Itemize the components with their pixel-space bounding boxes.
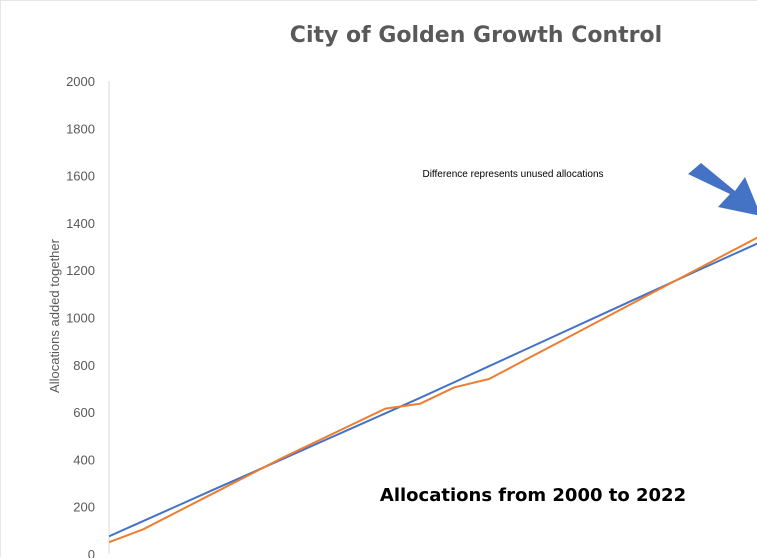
y-tick-label: 1000: [66, 311, 95, 326]
y-axis-label: Allocations added together: [47, 238, 62, 393]
series-layer: [109, 236, 757, 544]
y-tick-label: 400: [73, 452, 95, 467]
y-tick-label: 0: [88, 547, 95, 558]
chart-title: City of Golden Growth Control: [290, 23, 662, 48]
y-tick-label: 1200: [66, 263, 95, 278]
series-line-2: [109, 236, 757, 544]
y-tick-labels: 0 200 400 600 800 1000 1200 1400 1600 1800 2000: [66, 74, 95, 558]
arrow-icon: [688, 163, 757, 216]
y-tick-label: 200: [73, 500, 95, 515]
y-tick-label: 600: [73, 405, 95, 420]
range-annotation: Allocations from 2000 to 2022: [380, 485, 686, 506]
y-tick-label: 1400: [66, 216, 95, 231]
y-tick-label: 1800: [66, 121, 95, 136]
difference-annotation: Difference represents unused allocations: [422, 169, 603, 180]
y-tick-label: 1600: [66, 169, 95, 184]
y-tick-label: 2000: [66, 74, 95, 89]
series-line-1: [109, 242, 757, 538]
y-tick-label: 800: [73, 358, 95, 373]
